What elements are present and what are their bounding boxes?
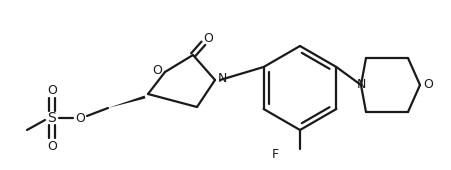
Text: O: O: [47, 83, 57, 97]
Text: N: N: [217, 72, 226, 84]
Text: O: O: [422, 79, 432, 91]
Text: S: S: [47, 111, 56, 125]
Text: N: N: [355, 78, 365, 90]
Text: F: F: [271, 149, 278, 162]
Text: O: O: [47, 140, 57, 152]
Text: O: O: [75, 112, 85, 124]
Text: O: O: [152, 64, 161, 76]
Text: O: O: [202, 31, 212, 45]
Polygon shape: [108, 96, 145, 108]
